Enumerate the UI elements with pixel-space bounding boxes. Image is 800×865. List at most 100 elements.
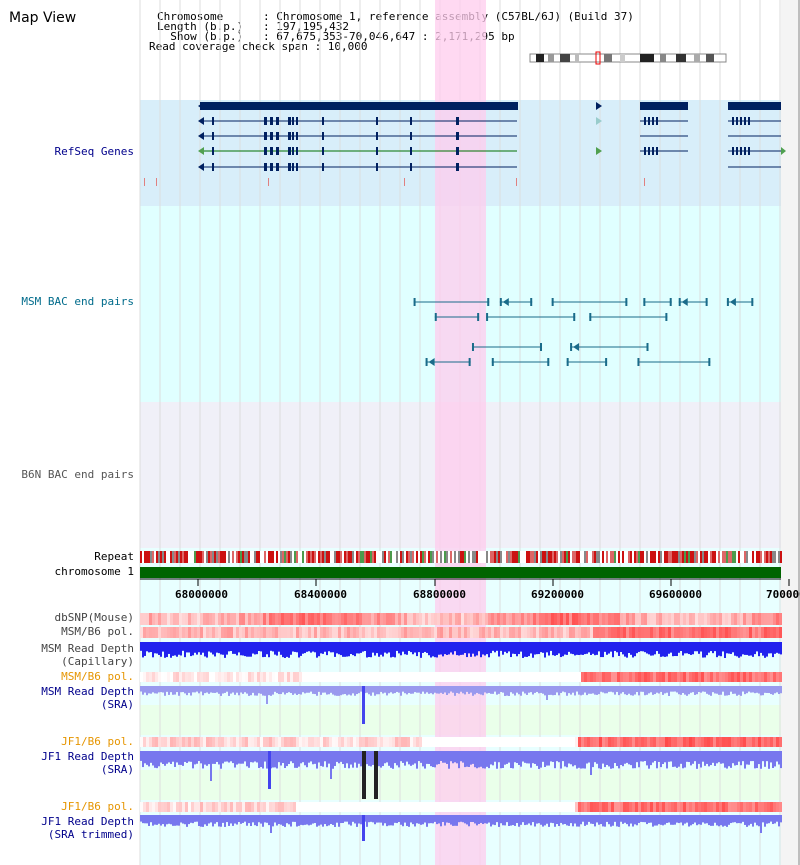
depth-bar xyxy=(770,686,772,695)
depth-bar xyxy=(434,751,436,768)
depth-bar xyxy=(306,686,308,693)
depth-bar xyxy=(686,815,688,823)
depth-bar xyxy=(170,751,172,764)
heat-cell xyxy=(269,802,272,812)
repeat-element xyxy=(480,551,482,563)
depth-bar xyxy=(298,751,300,767)
heat-cell xyxy=(398,613,401,625)
track-label-msm-bac[interactable]: MSM BAC end pairs xyxy=(21,295,134,308)
track-label-b6n-bac[interactable]: B6N BAC end pairs xyxy=(21,468,134,481)
heat-cell xyxy=(206,627,209,638)
gene-arrow xyxy=(596,117,602,125)
repeat-element xyxy=(780,551,782,563)
depth-bar xyxy=(550,815,552,823)
depth-bar xyxy=(300,642,302,656)
exon xyxy=(270,147,273,155)
depth-bar xyxy=(346,642,348,657)
heat-cell xyxy=(464,802,467,812)
heat-cell xyxy=(644,737,647,747)
depth-bar xyxy=(244,642,246,657)
repeat-element xyxy=(228,551,230,563)
depth-bar xyxy=(496,751,498,769)
track-label-jf1-b6-pol-2[interactable]: JF1/B6 pol. xyxy=(61,800,134,813)
heat-cell xyxy=(704,627,707,638)
depth-bar xyxy=(326,815,328,827)
depth-bar xyxy=(472,686,474,696)
depth-bar xyxy=(684,751,686,768)
track-label-jf1-read-depth-sra[interactable]: JF1 Read Depth xyxy=(41,750,134,763)
heat-cell xyxy=(692,613,695,625)
heat-cell xyxy=(737,672,740,682)
heat-cell xyxy=(566,802,569,812)
heat-cell xyxy=(236,627,239,638)
heat-cell xyxy=(599,802,602,812)
track-label-dbsnp[interactable]: dbSNP(Mouse) xyxy=(54,611,134,624)
depth-bar xyxy=(660,751,662,768)
heat-cell xyxy=(338,627,341,638)
depth-bar xyxy=(480,815,482,823)
depth-bar xyxy=(220,815,222,827)
heat-cell xyxy=(254,737,257,747)
track-label-jf1-b6-pol[interactable]: JF1/B6 pol. xyxy=(61,735,134,748)
depth-bar xyxy=(672,686,674,692)
heat-cell xyxy=(689,613,692,625)
depth-bar xyxy=(320,642,322,654)
repeat-element xyxy=(390,551,392,563)
depth-bar xyxy=(566,686,568,696)
repeat-element xyxy=(152,551,154,563)
heat-cell xyxy=(242,672,245,682)
repeat-element xyxy=(608,551,610,563)
track-label-jf1-read-depth-trim[interactable]: JF1 Read Depth xyxy=(41,815,134,828)
depth-bar xyxy=(276,751,278,769)
depth-bar xyxy=(672,642,674,657)
repeat-element xyxy=(598,551,600,563)
track-label-msm-b6-pol-2[interactable]: MSM/B6 pol. xyxy=(61,670,134,683)
repeat-element xyxy=(756,551,758,563)
depth-bar xyxy=(738,686,740,695)
heat-cell xyxy=(164,802,167,812)
heat-cell xyxy=(203,613,206,625)
track-label-msm-read-depth-sra[interactable]: MSM Read Depth xyxy=(41,685,134,698)
depth-bar xyxy=(154,815,156,825)
heat-cell xyxy=(293,672,296,682)
depth-bar xyxy=(238,686,240,696)
depth-bar xyxy=(180,815,182,823)
heat-cell xyxy=(488,672,491,682)
heat-cell xyxy=(749,802,752,812)
track-label-repeat[interactable]: Repeat xyxy=(94,550,134,563)
depth-bar xyxy=(356,686,358,695)
heat-cell xyxy=(707,802,710,812)
depth-bar xyxy=(520,686,522,696)
heat-cell xyxy=(560,627,563,638)
depth-bar xyxy=(222,815,224,823)
depth-bar xyxy=(220,751,222,769)
depth-bar xyxy=(502,751,504,768)
heat-cell xyxy=(725,613,728,625)
heat-cell xyxy=(593,737,596,747)
heat-cell xyxy=(752,627,755,638)
depth-bar xyxy=(564,751,566,767)
heat-cell xyxy=(200,737,203,747)
heat-cell xyxy=(602,802,605,812)
depth-bar xyxy=(382,815,384,826)
exon xyxy=(740,147,742,155)
heat-cell xyxy=(731,737,734,747)
heat-cell xyxy=(299,737,302,747)
heat-cell xyxy=(572,802,575,812)
track-label-refseq-genes[interactable]: RefSeq Genes xyxy=(54,145,134,158)
depth-bar xyxy=(756,815,758,826)
repeat-element xyxy=(612,551,614,563)
track-label-msm-b6-pol[interactable]: MSM/B6 pol. xyxy=(61,625,134,638)
repeat-element xyxy=(550,551,552,563)
heat-cell xyxy=(569,627,572,638)
heat-cell xyxy=(227,737,230,747)
heat-cell xyxy=(470,672,473,682)
depth-bar xyxy=(172,815,174,826)
heat-cell xyxy=(467,627,470,638)
heat-cell xyxy=(458,613,461,625)
depth-bar xyxy=(280,642,282,655)
heat-cell xyxy=(236,672,239,682)
depth-bar xyxy=(338,815,340,827)
track-label-msm-read-depth-cap[interactable]: MSM Read Depth xyxy=(41,642,134,655)
